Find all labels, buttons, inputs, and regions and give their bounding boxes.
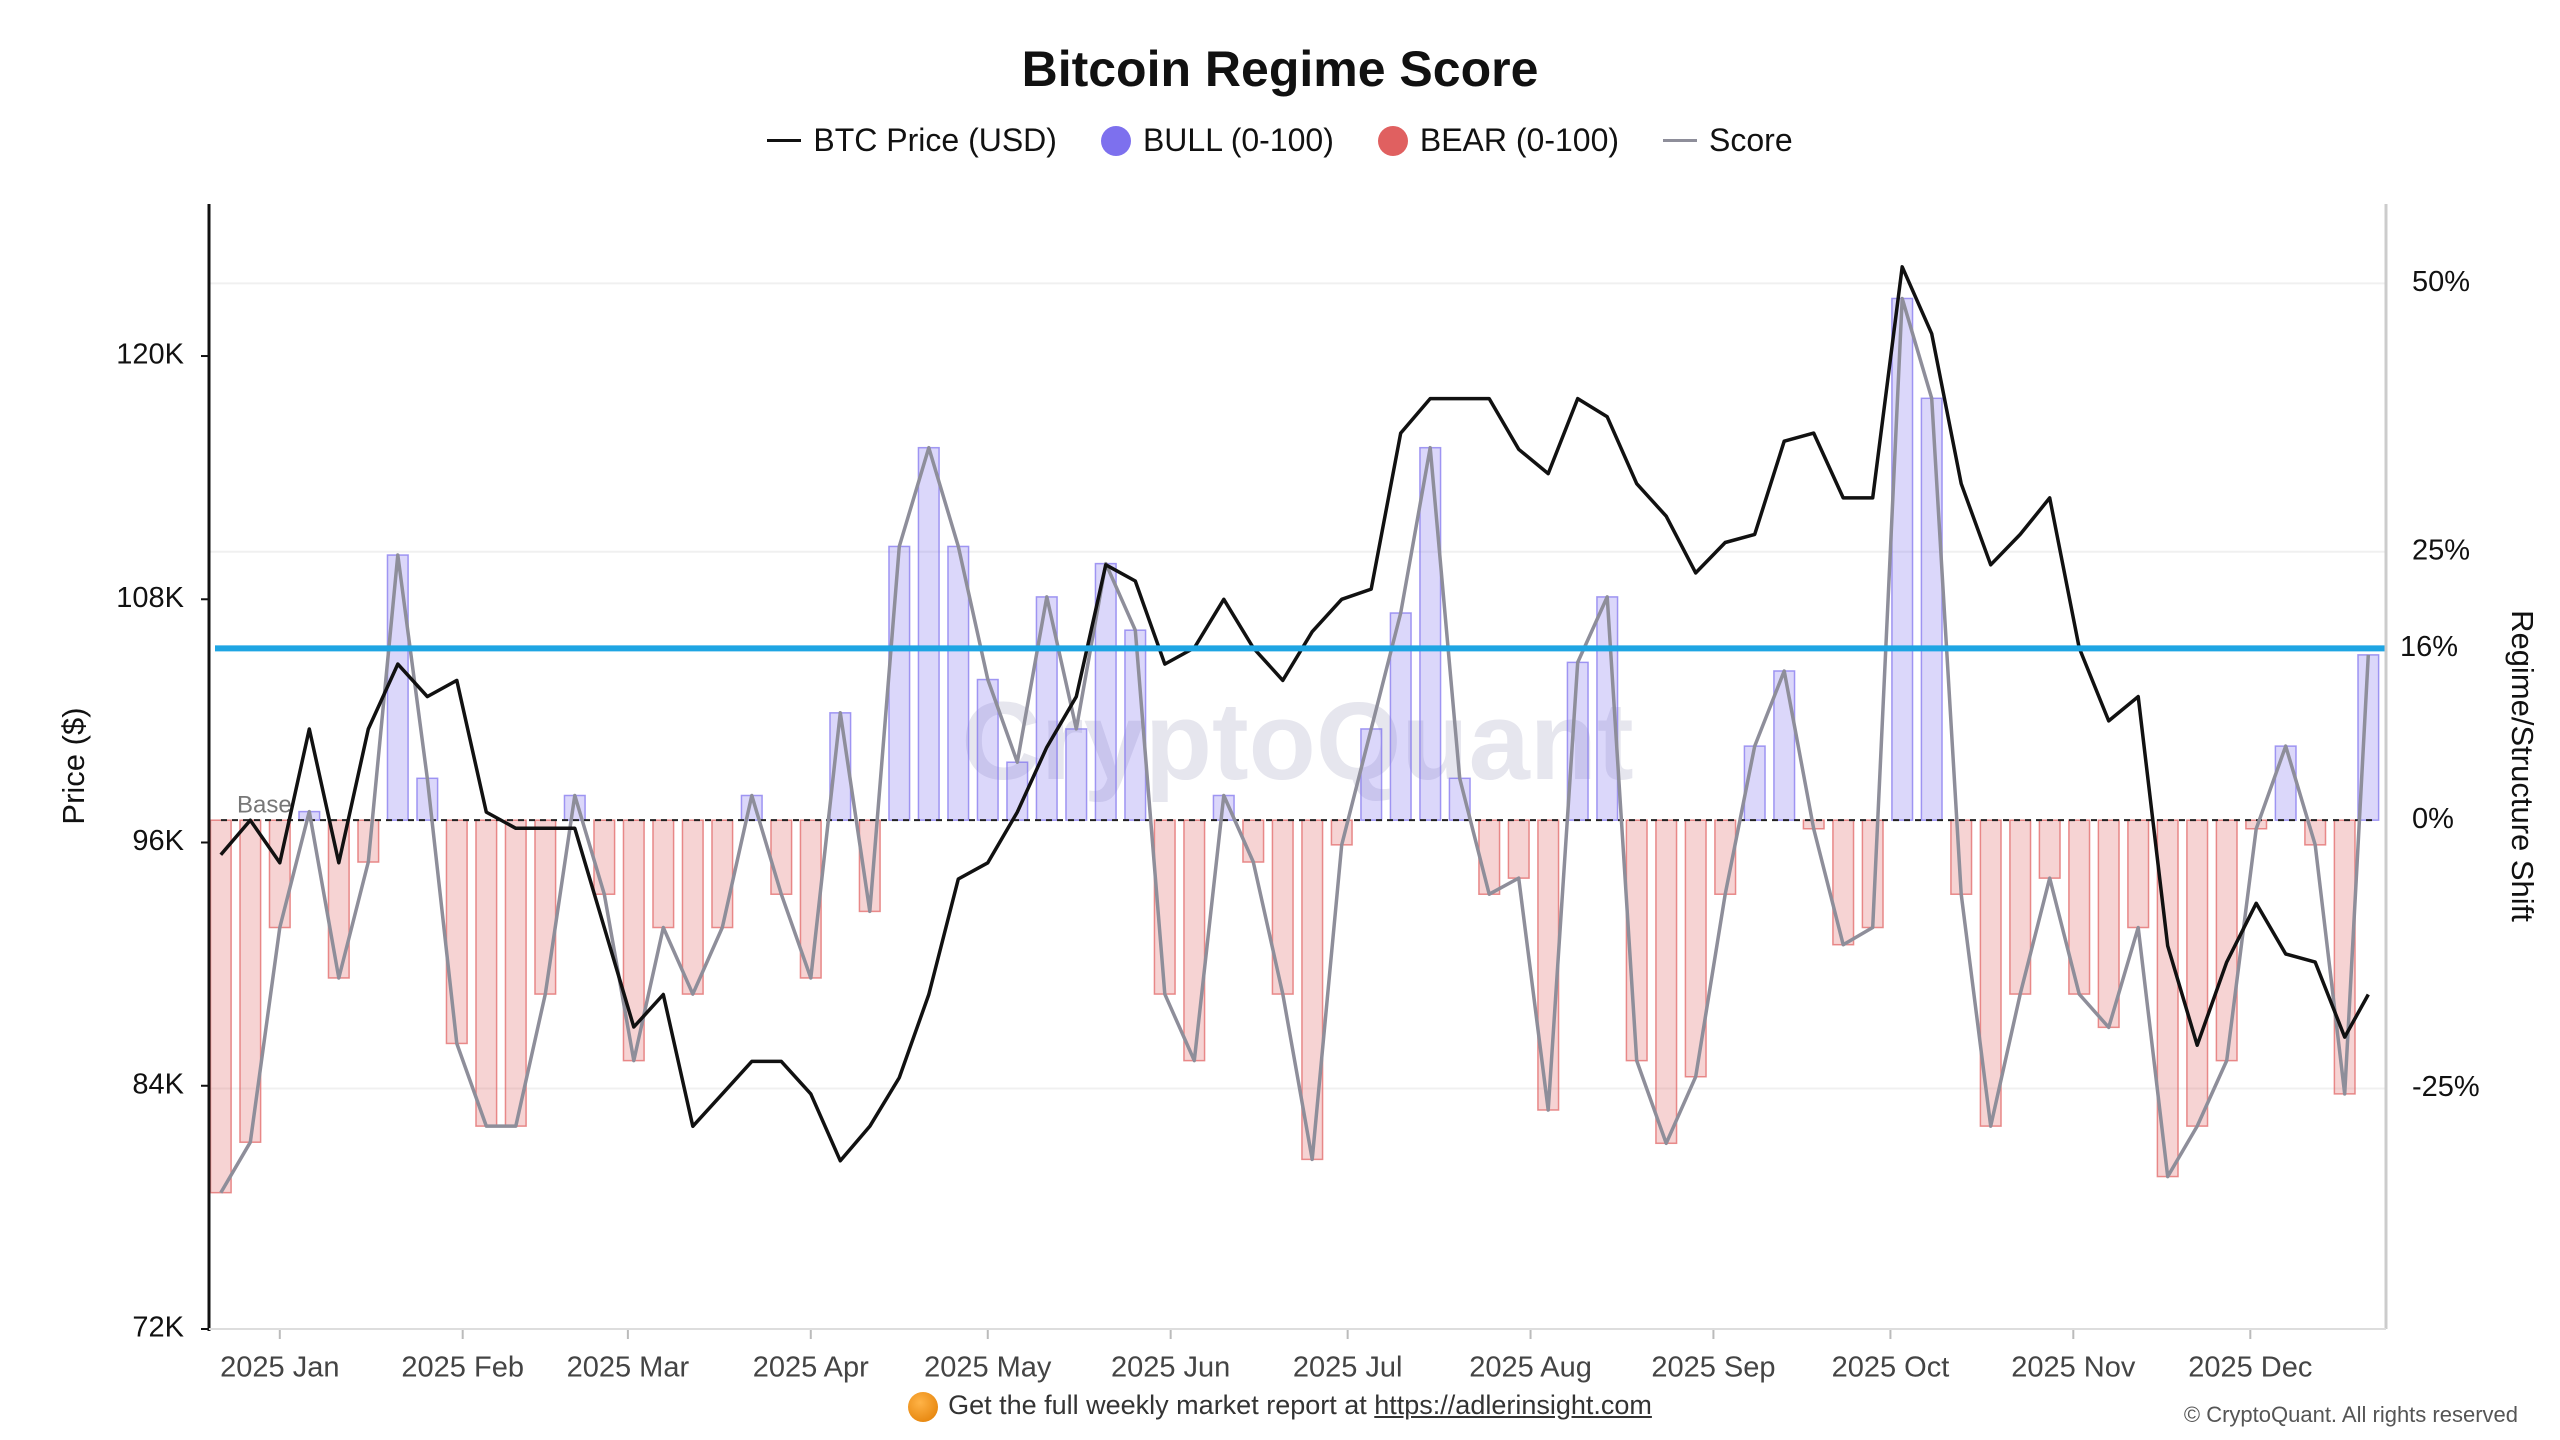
x-tick-label: 2025 Jan xyxy=(220,1352,339,1384)
legend-label: BEAR (0-100) xyxy=(1419,122,1620,158)
chart-title: Bitcoin Regime Score xyxy=(1021,41,1539,97)
bear-bar xyxy=(504,819,527,1127)
footer-link[interactable]: https://adlerinsight.com xyxy=(1374,1390,1652,1420)
x-tick-label: 2025 Aug xyxy=(1469,1352,1592,1384)
bear-bar xyxy=(1655,819,1678,1145)
bear-bar xyxy=(209,819,232,1194)
bull-bar xyxy=(888,545,911,821)
x-tick-label: 2025 Apr xyxy=(753,1352,869,1384)
legend-marker xyxy=(1377,125,1408,156)
x-tick-label: 2025 Sep xyxy=(1651,1352,1775,1384)
bear-bar xyxy=(2127,819,2150,929)
bear-bar xyxy=(1183,819,1206,1062)
bear-bar xyxy=(652,819,675,929)
bear-bar xyxy=(445,819,468,1045)
bull-bar xyxy=(1419,446,1442,821)
y2-axis-label: Regime/Structure Shift xyxy=(2505,610,2540,922)
bear-bar xyxy=(1507,819,1530,879)
footer-icon xyxy=(908,1391,939,1422)
x-tick-label: 2025 Mar xyxy=(567,1352,690,1384)
watermark: CryptoQuant xyxy=(961,680,1633,803)
legend-marker xyxy=(1100,125,1131,156)
legend-item: BEAR (0-100) xyxy=(1377,122,1620,159)
y-tick-label: 84K xyxy=(132,1068,184,1100)
x-tick-label: 2025 Jul xyxy=(1293,1352,1403,1384)
x-tick-label: 2025 May xyxy=(924,1352,1052,1384)
y2-tick-label: 25% xyxy=(2412,534,2470,566)
bull-bar xyxy=(2274,745,2297,821)
legend-label: BTC Price (USD) xyxy=(813,122,1057,158)
bull-bar xyxy=(1360,728,1383,821)
y-tick-label: 108K xyxy=(116,582,184,614)
bear-bar xyxy=(534,819,557,995)
bull-bar xyxy=(947,545,970,821)
bear-bar xyxy=(681,819,704,995)
x-tick-label: 2025 Jun xyxy=(1111,1352,1230,1384)
bear-bar xyxy=(475,819,498,1127)
legend-item: Score xyxy=(1663,122,1793,159)
x-tick-label: 2025 Dec xyxy=(2188,1352,2312,1384)
y-tick-label: 120K xyxy=(116,339,184,371)
price-line xyxy=(219,265,2370,1163)
y2-tick-label: 50% xyxy=(2412,266,2470,298)
bull-bar xyxy=(386,554,409,821)
legend-marker xyxy=(1663,139,1698,142)
x-tick-label: 2025 Nov xyxy=(2011,1352,2136,1384)
threshold-label: 16% xyxy=(2400,631,2458,663)
bear-bar xyxy=(2186,819,2209,1127)
y2-tick-label: -25% xyxy=(2412,1071,2480,1103)
bear-bar xyxy=(770,819,793,895)
legend-label: Score xyxy=(1709,122,1793,158)
x-tick-label: 2025 Feb xyxy=(401,1352,524,1384)
legend-label: BULL (0-100) xyxy=(1142,122,1334,158)
footer-text: Get the full weekly market report at xyxy=(948,1390,1367,1420)
y-tick-label: 72K xyxy=(132,1312,184,1344)
legend-marker xyxy=(767,139,802,142)
bear-bar xyxy=(2038,819,2061,879)
bull-bar xyxy=(1891,297,1914,821)
bear-bar xyxy=(593,819,616,895)
bull-bar xyxy=(1065,728,1088,821)
bear-bar xyxy=(711,819,734,929)
y-axis-label: Price ($) xyxy=(56,707,91,824)
bull-bar xyxy=(1920,397,1943,821)
bear-bar xyxy=(1301,819,1324,1161)
bear-bar xyxy=(1832,819,1855,946)
y-tick-label: 96K xyxy=(132,825,184,857)
x-tick-label: 2025 Oct xyxy=(1832,1352,1950,1384)
baseline-label: Base xyxy=(237,792,292,819)
footer: Get the full weekly market report at htt… xyxy=(0,1390,2560,1422)
copyright: © CryptoQuant. All rights reserved xyxy=(2183,1402,2518,1427)
y2-tick-label: 0% xyxy=(2412,803,2454,835)
score-line xyxy=(219,296,2371,1194)
legend-item: BTC Price (USD) xyxy=(767,122,1057,159)
bear-bar xyxy=(1478,819,1501,895)
bear-bar xyxy=(2215,819,2238,1062)
bull-bar xyxy=(917,446,940,821)
legend: BTC Price (USD) BULL (0-100) BEAR (0-100) S… xyxy=(0,122,2560,159)
legend-item: BULL (0-100) xyxy=(1100,122,1334,159)
bear-bar xyxy=(2097,819,2120,1029)
bear-bar xyxy=(1242,819,1265,863)
